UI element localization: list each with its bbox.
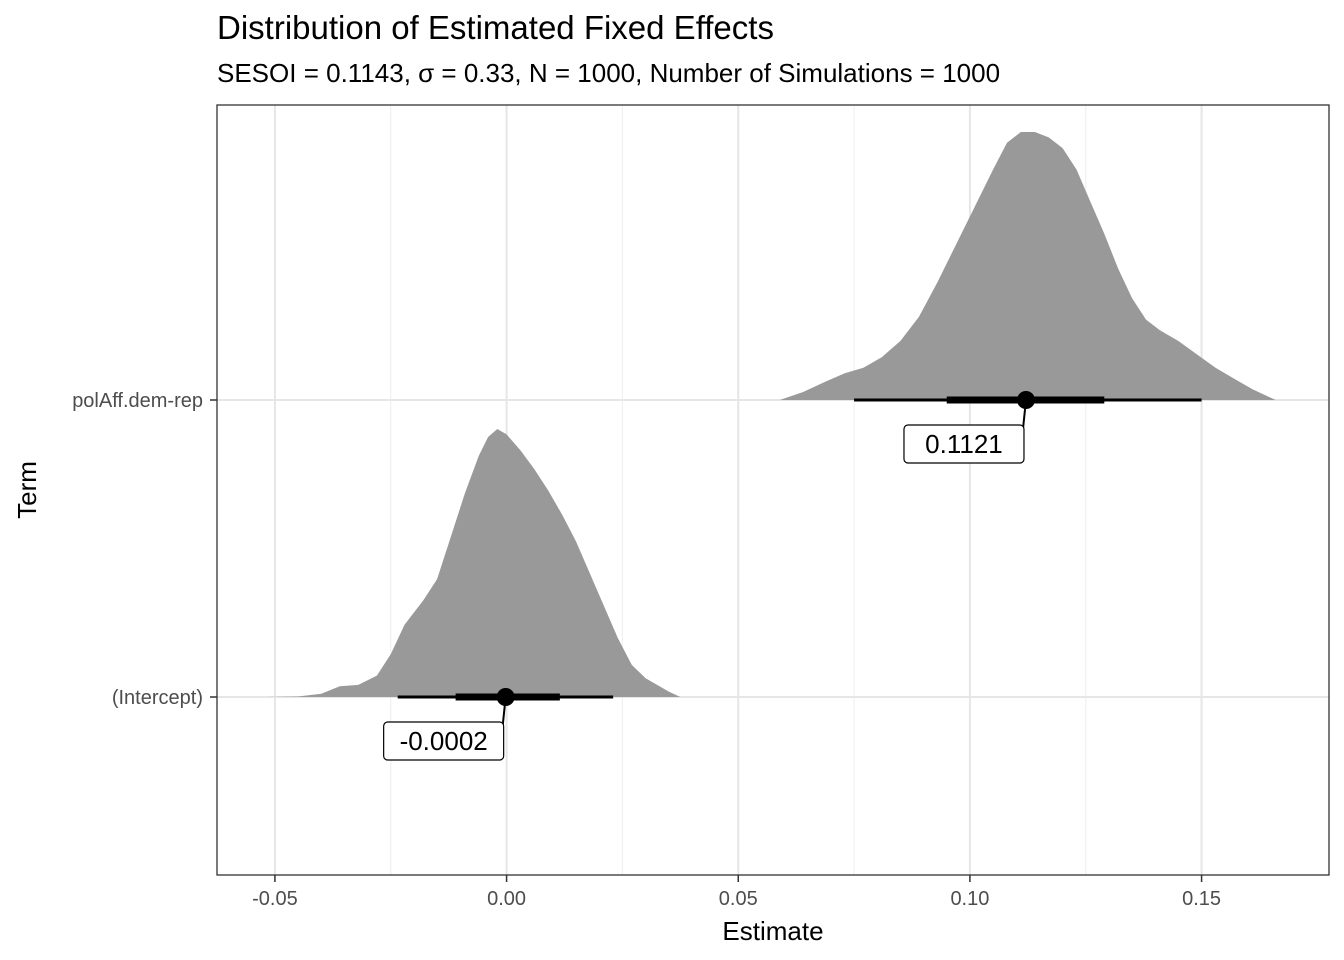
panel-border <box>216 104 1330 876</box>
data-label-0: -0.0002 <box>400 726 488 756</box>
x-tick-label: 0.15 <box>1182 888 1221 910</box>
y-tick-label: polAff.dem-rep <box>72 390 203 412</box>
estimate-label-layer: -0.0002 0.1121 <box>383 399 1027 761</box>
x-axis-title: Estimate <box>722 916 823 946</box>
y-tick-label: (Intercept) <box>112 687 203 709</box>
x-axis: -0.05 0.00 0.05 0.10 0.15 <box>252 875 1221 910</box>
density-layer <box>265 132 1276 697</box>
leader-line-0 <box>501 696 507 727</box>
x-tick-label: 0.10 <box>950 888 989 910</box>
leader-line-1 <box>1021 399 1027 430</box>
plot-panel <box>217 105 1329 875</box>
x-tick-label: 0.05 <box>719 888 758 910</box>
x-tick-label: -0.05 <box>252 888 298 910</box>
density-0 <box>265 429 681 697</box>
y-axis-title: Term <box>12 461 42 519</box>
data-label-1: 0.1121 <box>925 429 1003 459</box>
chart-title: Distribution of Estimated Fixed Effects <box>217 9 774 46</box>
x-tick-label: 0.00 <box>487 888 526 910</box>
density-1 <box>779 132 1276 400</box>
label-box-1 <box>903 424 1025 464</box>
y-axis: (Intercept) polAff.dem-rep <box>72 390 217 709</box>
chart-subtitle: SESOI = 0.1143, σ = 0.33, N = 1000, Numb… <box>217 58 1000 88</box>
label-box-0 <box>383 721 505 761</box>
